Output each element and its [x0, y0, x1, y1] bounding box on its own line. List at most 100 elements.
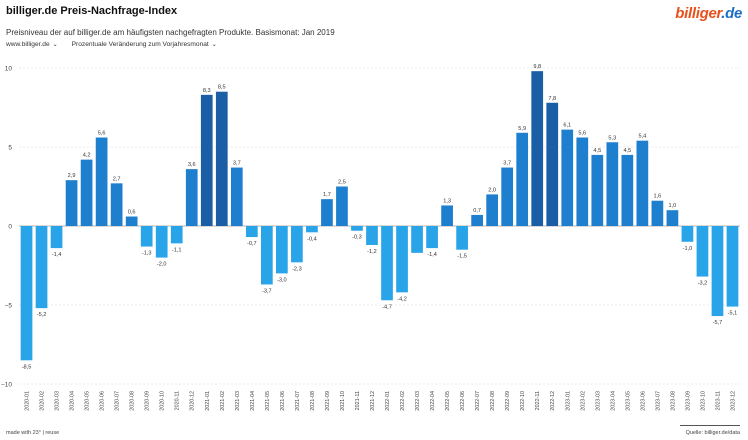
bar-2021-01[interactable] [200, 94, 213, 226]
x-tick-label: 2021-10 [340, 391, 346, 411]
x-tick-label: 2022-12 [550, 391, 556, 411]
value-label: 1,6 [653, 194, 661, 200]
value-label: 4,5 [593, 148, 601, 154]
value-label: -2,0 [157, 262, 167, 268]
x-tick-label: 2021-12 [370, 391, 376, 411]
site-dropdown[interactable]: www.billiger.de ⌄ [6, 41, 58, 48]
value-label: -1,1 [172, 247, 182, 253]
bar-2021-02[interactable] [215, 91, 228, 226]
bar-2020-03[interactable] [50, 226, 63, 249]
x-tick-label: 2020-09 [145, 391, 151, 411]
x-tick-label: 2022-11 [535, 391, 541, 410]
bar-2020-01[interactable] [20, 226, 33, 361]
bar-2023-02[interactable] [576, 137, 589, 226]
value-label: 8,5 [218, 85, 226, 91]
x-tick-label: 2023-04 [610, 391, 616, 411]
bar-2021-07[interactable] [291, 226, 303, 263]
bar-2021-05[interactable] [260, 226, 273, 285]
bar-2022-10[interactable] [516, 132, 529, 226]
x-tick-label: 2020-11 [175, 391, 181, 410]
metric-dropdown[interactable]: Prozentuale Veränderung zum Vorjahresmon… [72, 41, 217, 48]
bar-2022-01[interactable] [381, 226, 393, 301]
x-tick-label: 2023-09 [685, 391, 691, 411]
bar-2020-10[interactable] [155, 226, 168, 258]
value-label: -1,5 [457, 254, 467, 260]
value-label: -5,2 [37, 312, 47, 318]
value-label: -1,3 [142, 251, 152, 257]
bar-2020-06[interactable] [95, 137, 108, 226]
bar-2021-03[interactable] [230, 167, 243, 226]
bar-2020-12[interactable] [185, 169, 198, 226]
x-tick-label: 2022-02 [400, 391, 406, 411]
y-tick-label: −5 [5, 303, 13, 310]
bar-2020-11[interactable] [170, 226, 183, 244]
bar-2022-04[interactable] [426, 226, 438, 249]
bar-2020-02[interactable] [35, 226, 48, 309]
value-label: 5,6 [578, 131, 586, 137]
bar-2021-10[interactable] [336, 186, 348, 227]
bar-2020-08[interactable] [125, 216, 138, 226]
bar-2021-08[interactable] [306, 226, 318, 233]
bar-2023-04[interactable] [606, 142, 619, 226]
billiger-logo[interactable]: billiger.de [675, 5, 742, 22]
bar-2022-08[interactable] [486, 194, 499, 226]
bar-2022-05[interactable] [441, 205, 453, 226]
value-label: -3,2 [698, 281, 708, 287]
bar-2023-10[interactable] [696, 226, 709, 277]
x-tick-label: 2022-09 [505, 391, 511, 411]
bar-2021-04[interactable] [245, 226, 258, 238]
bar-2020-05[interactable] [80, 159, 93, 226]
y-tick-label: −10 [1, 382, 12, 389]
bar-2023-01[interactable] [561, 129, 574, 226]
logo-text-tld: .de [721, 5, 742, 22]
value-label: -5,1 [728, 311, 738, 317]
bar-2022-06[interactable] [456, 226, 468, 250]
x-tick-label: 2022-05 [445, 391, 451, 411]
x-tick-label: 2022-04 [430, 391, 436, 411]
bar-2020-04[interactable] [65, 180, 78, 226]
value-label: 1,7 [323, 192, 331, 198]
bar-2021-06[interactable] [276, 226, 288, 274]
bar-2021-12[interactable] [366, 226, 378, 245]
bar-2022-07[interactable] [471, 214, 483, 226]
x-tick-label: 2023-11 [715, 391, 721, 410]
bar-2020-07[interactable] [110, 183, 123, 226]
bar-2021-11[interactable] [351, 226, 363, 231]
bar-2022-03[interactable] [411, 226, 423, 253]
bar-2022-09[interactable] [501, 167, 514, 226]
footer-credit[interactable]: made with 23° | reuse [6, 430, 60, 436]
value-labels: -8,5 -5,2 -1,4 2,9 4,2 5,6 2,7 0,6 -1,3 -2,0 -1,1 3… [22, 64, 738, 370]
value-label: -3,0 [277, 277, 287, 283]
x-tick-label: 2020-05 [85, 391, 91, 411]
value-label: 0,7 [473, 208, 481, 214]
footer-source[interactable]: Quelle: billiger.de/data [685, 430, 740, 436]
x-tick-label: 2020-06 [100, 391, 106, 411]
bar-2023-12[interactable] [726, 226, 739, 307]
x-tick-label: 2022-10 [520, 391, 526, 411]
bar-2023-05[interactable] [621, 154, 634, 226]
value-label: 6,1 [563, 123, 571, 129]
value-label: 2,5 [338, 180, 346, 186]
x-tick-label: 2022-08 [490, 391, 496, 411]
bar-2022-02[interactable] [396, 226, 408, 293]
bar-2023-11[interactable] [711, 226, 724, 317]
value-label: 2,9 [68, 173, 76, 179]
x-tick-label: 2020-01 [25, 391, 31, 411]
x-tick-label: 2021-05 [265, 391, 271, 411]
bar-2023-03[interactable] [591, 154, 604, 226]
value-label: 2,0 [488, 187, 496, 193]
bar-2023-09[interactable] [681, 226, 694, 242]
bar-2023-06[interactable] [636, 140, 649, 226]
bar-2023-07[interactable] [651, 200, 664, 226]
value-label: 7,8 [548, 96, 556, 102]
x-tick-label: 2021-06 [280, 391, 286, 411]
bar-2022-11[interactable] [531, 71, 544, 226]
value-label: -0,7 [247, 241, 257, 247]
bar-2023-08[interactable] [666, 210, 679, 226]
bar-2022-12[interactable] [546, 102, 559, 226]
x-tick-label: 2021-09 [325, 391, 331, 411]
bar-2021-09[interactable] [321, 199, 333, 226]
bar-2020-09[interactable] [140, 226, 153, 247]
x-tick-label: 2023-01 [565, 391, 571, 411]
